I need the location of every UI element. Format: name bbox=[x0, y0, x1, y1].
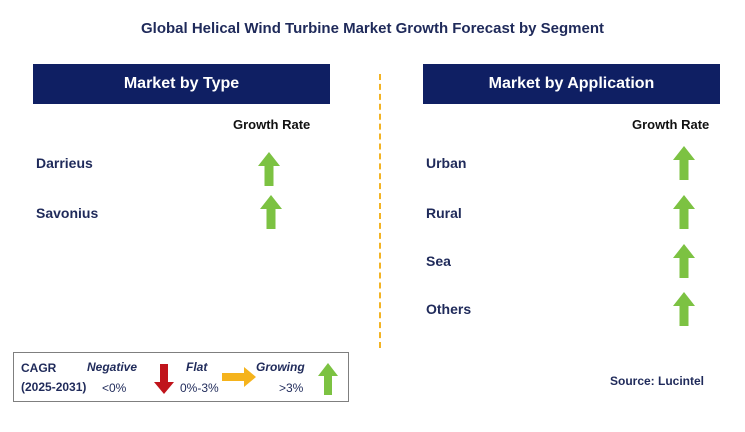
up-arrow-icon bbox=[673, 244, 695, 278]
application-panel-header: Market by Application bbox=[423, 64, 720, 104]
legend-flat-value: 0%-3% bbox=[180, 381, 219, 395]
type-panel-header: Market by Type bbox=[33, 64, 330, 104]
legend-growing-value: >3% bbox=[279, 381, 304, 395]
up-arrow-icon bbox=[260, 195, 282, 229]
up-arrow-icon bbox=[258, 152, 280, 186]
source-note: Source: Lucintel bbox=[610, 374, 705, 388]
application-item-urban-label: Urban bbox=[426, 155, 467, 171]
legend-negative-label: Negative bbox=[87, 360, 138, 374]
type-item-savonius-label: Savonius bbox=[36, 205, 99, 221]
legend-flat-label: Flat bbox=[186, 360, 208, 374]
up-arrow-icon bbox=[673, 195, 695, 229]
type-growth-rate-label: Growth Rate bbox=[233, 117, 311, 132]
right-arrow-icon bbox=[222, 367, 256, 387]
legend-period: (2025-2031) bbox=[21, 380, 87, 394]
down-arrow-icon bbox=[154, 364, 174, 394]
panel-divider bbox=[379, 74, 381, 348]
up-arrow-icon bbox=[673, 146, 695, 180]
up-arrow-icon bbox=[318, 363, 338, 395]
cagr-legend: CAGR (2025-2031) Negative <0% Flat 0%-3%… bbox=[13, 352, 349, 402]
chart-title: Global Helical Wind Turbine Market Growt… bbox=[140, 20, 604, 37]
application-item-sea-label: Sea bbox=[426, 253, 451, 269]
application-growth-rate-label: Growth Rate bbox=[632, 117, 710, 132]
application-item-others-label: Others bbox=[426, 301, 472, 317]
legend-cagr-label: CAGR bbox=[21, 361, 57, 375]
up-arrow-icon bbox=[673, 292, 695, 326]
type-item-darrieus-label: Darrieus bbox=[36, 155, 93, 171]
legend-negative-value: <0% bbox=[102, 381, 127, 395]
legend-growing-label: Growing bbox=[256, 360, 305, 374]
application-item-rural-label: Rural bbox=[426, 205, 462, 221]
